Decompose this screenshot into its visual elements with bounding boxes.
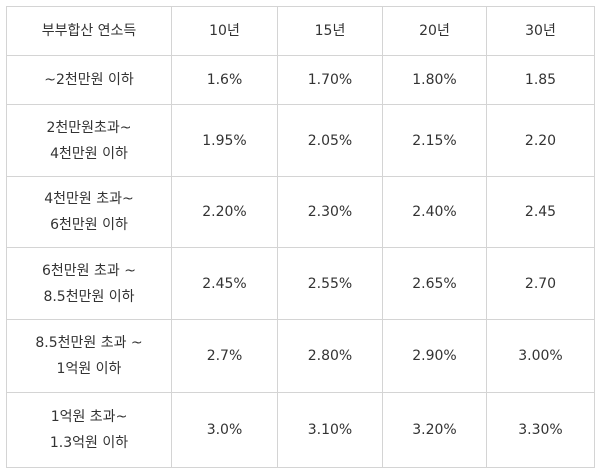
header-cell: 20년 [382, 6, 487, 56]
rate-cell: 2.65% [382, 247, 487, 320]
income-cell: 6천만원 초과 ~ 8.5천만원 이하 [6, 247, 172, 320]
rate-cell: 1.6% [171, 55, 278, 105]
header-cell: 10년 [171, 6, 278, 56]
rate-cell: 2.15% [382, 104, 487, 177]
rate-cell: 1.95% [171, 104, 278, 177]
rate-cell: 3.30% [486, 392, 595, 468]
header-cell: 부부합산 연소득 [6, 6, 172, 56]
rate-cell: 3.0% [171, 392, 278, 468]
table-row: 4천만원 초과~ 6천만원 이하 2.20% 2.30% 2.40% 2.45 [6, 176, 595, 248]
rate-cell: 2.05% [277, 104, 383, 177]
header-cell: 30년 [486, 6, 595, 56]
header-row: 부부합산 연소득 10년 15년 20년 30년 [6, 6, 595, 56]
rate-cell: 2.45% [171, 247, 278, 320]
rate-cell: 2.70 [486, 247, 595, 320]
rate-cell: 2.30% [277, 176, 383, 248]
rate-cell: 3.10% [277, 392, 383, 468]
rate-cell: 1.70% [277, 55, 383, 105]
rate-cell: 3.00% [486, 319, 595, 393]
table-row: ~2천만원 이하 1.6% 1.70% 1.80% 1.85 [6, 55, 595, 105]
rate-cell: 1.85 [486, 55, 595, 105]
rate-cell: 3.20% [382, 392, 487, 468]
header-cell: 15년 [277, 6, 383, 56]
income-cell: 8.5천만원 초과 ~ 1억원 이하 [6, 319, 172, 393]
rate-cell: 2.40% [382, 176, 487, 248]
rate-cell: 1.80% [382, 55, 487, 105]
income-cell: 2천만원초과~ 4천만원 이하 [6, 104, 172, 177]
table-row: 8.5천만원 초과 ~ 1억원 이하 2.7% 2.80% 2.90% 3.00% [6, 319, 595, 393]
rate-table: 부부합산 연소득 10년 15년 20년 30년 ~2천만원 이하 1.6% 1.70% 1.… [6, 6, 595, 468]
income-cell: ~2천만원 이하 [6, 55, 172, 105]
table-row: 1억원 초과~ 1.3억원 이하 3.0% 3.10% 3.20% 3.30% [6, 392, 595, 468]
rate-cell: 2.20% [171, 176, 278, 248]
rate-cell: 2.7% [171, 319, 278, 393]
rate-cell: 2.20 [486, 104, 595, 177]
income-cell: 1억원 초과~ 1.3억원 이하 [6, 392, 172, 468]
rate-cell: 2.80% [277, 319, 383, 393]
rate-cell: 2.90% [382, 319, 487, 393]
rate-cell: 2.55% [277, 247, 383, 320]
table-row: 2천만원초과~ 4천만원 이하 1.95% 2.05% 2.15% 2.20 [6, 104, 595, 177]
income-cell: 4천만원 초과~ 6천만원 이하 [6, 176, 172, 248]
rate-cell: 2.45 [486, 176, 595, 248]
table-row: 6천만원 초과 ~ 8.5천만원 이하 2.45% 2.55% 2.65% 2.70 [6, 247, 595, 320]
